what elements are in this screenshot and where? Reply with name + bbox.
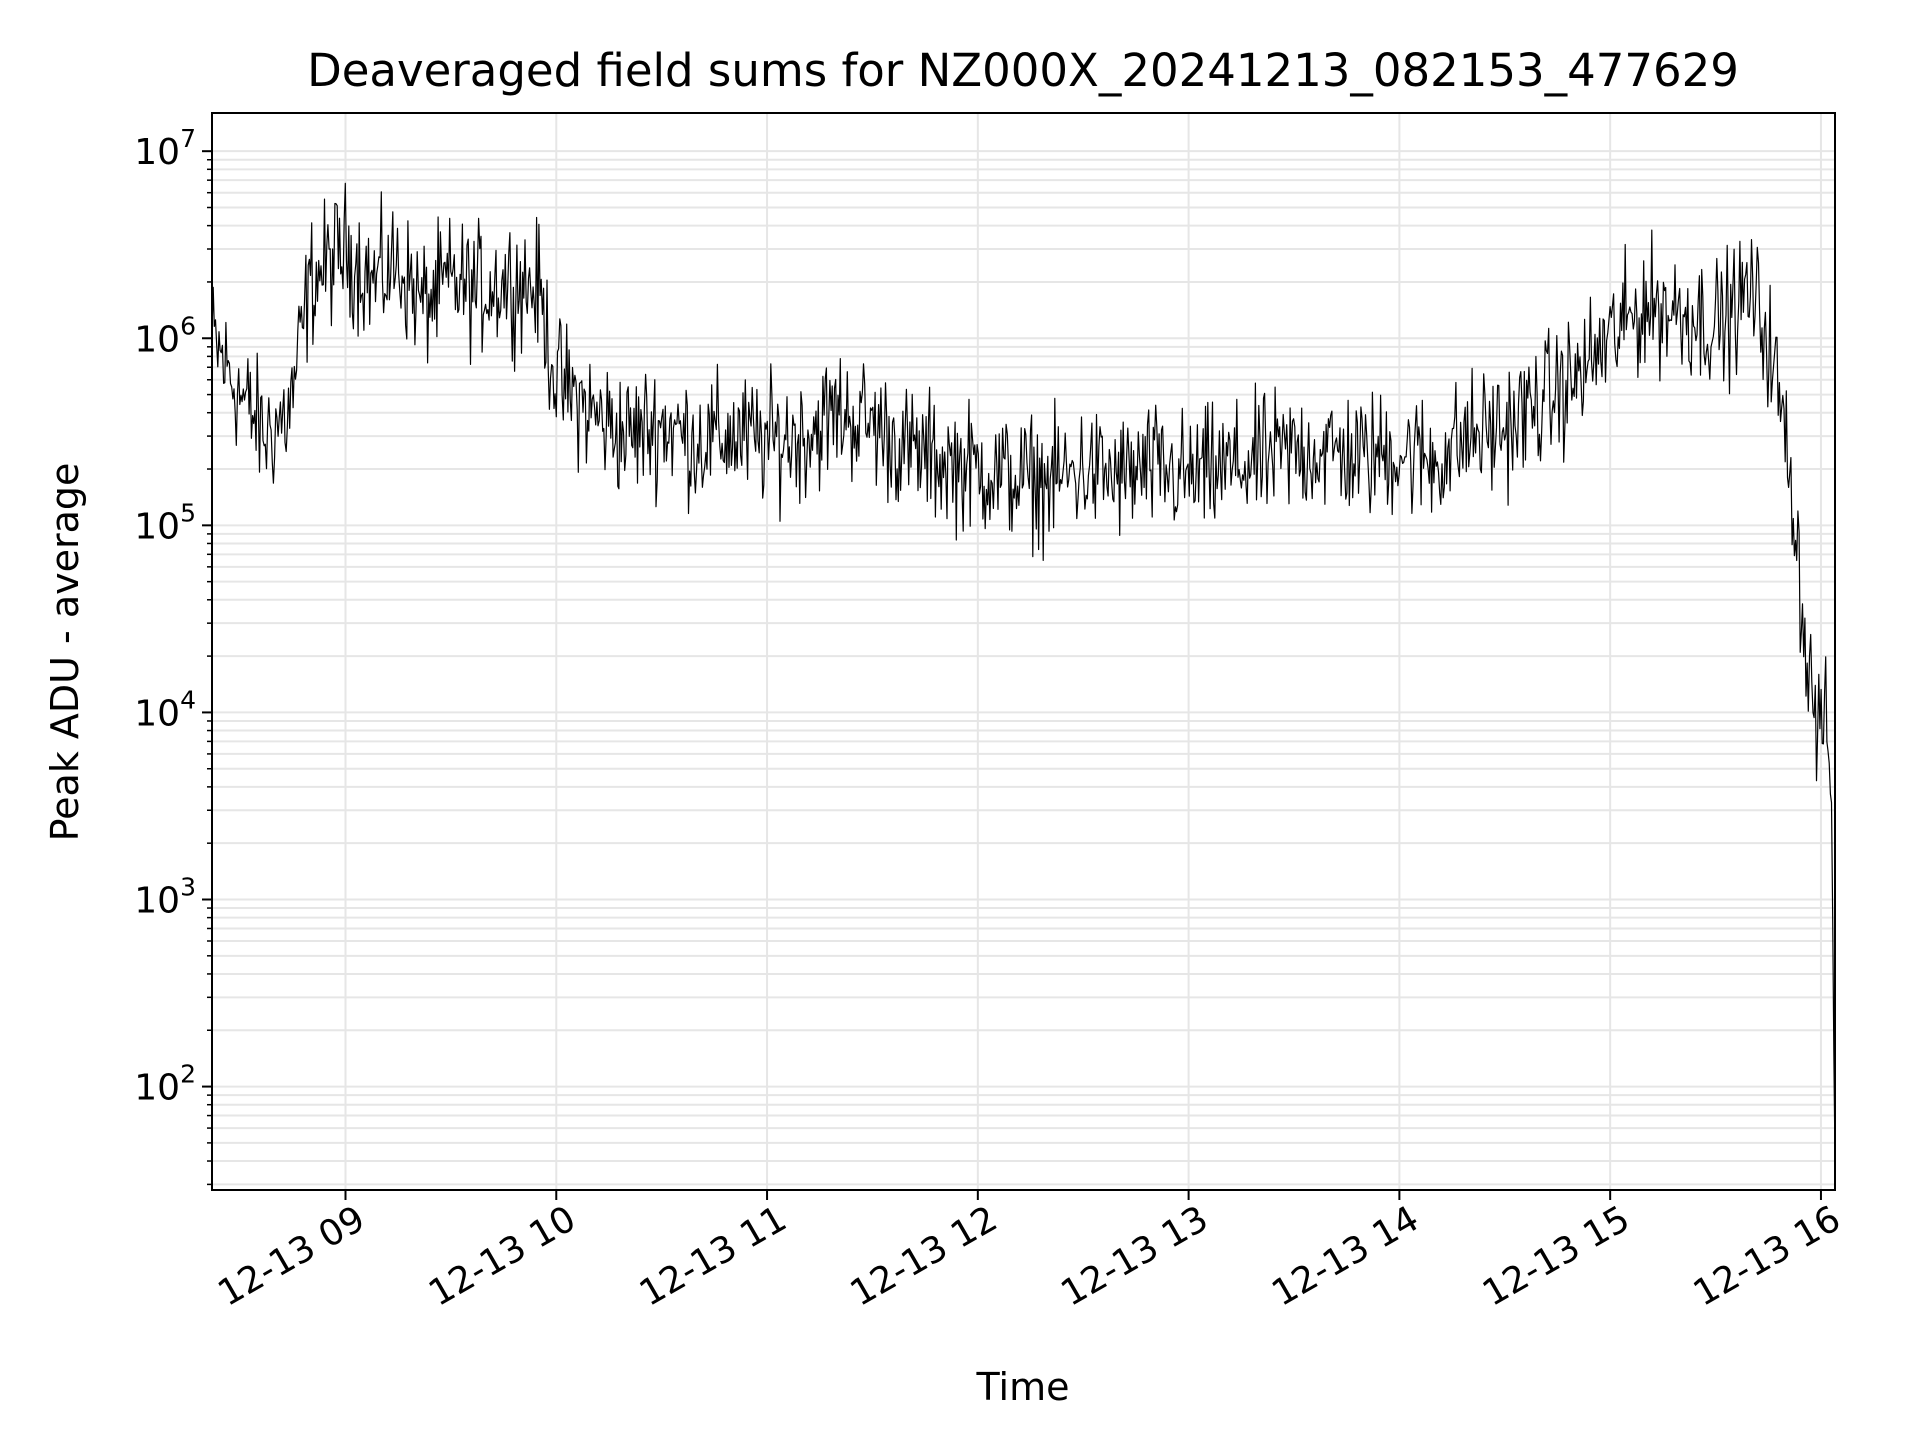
plot-frame [211,112,1836,1191]
chart-title: Deaveraged field sums for NZ000X_2024121… [307,44,1739,97]
y-axis: 102 103 104 105 106 107 [134,124,212,1186]
data-line [211,182,1836,1160]
grid-lines [212,113,1835,1190]
y-tick-label: 103 [134,872,196,921]
y-tick-label: 107 [134,124,196,173]
y-tick-label: 105 [134,498,196,547]
y-tick-label: 102 [134,1060,196,1109]
x-axis-label: Time [976,1365,1070,1409]
y-tick-label: 104 [134,685,196,734]
y-tick-label: 106 [134,311,196,360]
y-axis-label: Peak ADU - average [43,463,87,842]
